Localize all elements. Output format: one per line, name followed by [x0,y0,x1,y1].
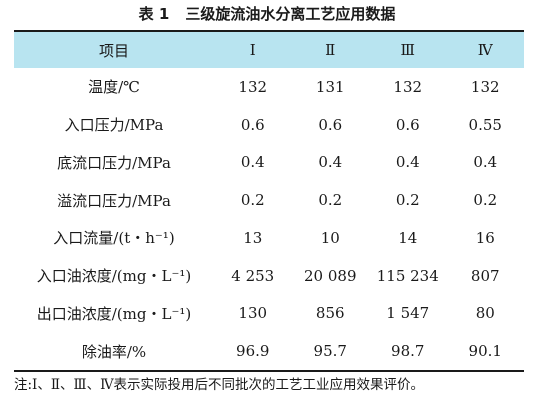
table-cell: 0.2 [240,191,265,210]
table-cell: 0.4 [395,153,420,172]
table-row: 溢流口压力/MPa 0.2 0.2 0.2 0.2 [14,181,524,219]
table-cell: 90.1 [468,342,502,361]
table-row: 除油率/% 96.9 95.7 98.7 90.1 [14,332,524,370]
table-cell: 20 089 [304,266,357,285]
header-cell-item: 项目 [98,41,129,60]
table-cell: 0.55 [468,115,502,134]
table-cell: 807 [470,266,500,285]
table-row: 出口油浓度/(mg・L⁻¹) 130 856 1 547 80 [14,295,524,333]
table-cell: 0.6 [240,115,265,134]
header-cell-batch-3: Ⅲ [400,41,415,59]
table-cell: 0.2 [395,191,420,210]
table-cell: 16 [475,228,495,247]
table-number: 表 1 [138,5,170,23]
header-cell-batch-4: Ⅳ [477,41,493,59]
table-cell: 80 [475,304,495,323]
header-cell-batch-2: Ⅱ [325,41,336,59]
table-cell: 1 547 [386,304,430,323]
table-cell: 4 253 [231,266,275,285]
row-label: 入口油浓度/(mg・L⁻¹) [36,267,192,286]
table-cell: 95.7 [313,342,347,361]
table-bottom-rule [14,370,524,372]
table-cell: 96.9 [236,342,270,361]
header-cell-batch-1: Ⅰ [249,41,256,59]
table-cell: 0.2 [318,191,343,210]
table-cell: 0.6 [395,115,420,134]
row-label: 出口油浓度/(mg・L⁻¹) [36,304,192,323]
table-caption: 表 1 三级旋流油水分离工艺应用数据 [0,4,534,24]
table-cell: 98.7 [391,342,425,361]
table-header-row: 项目 Ⅰ Ⅱ Ⅲ Ⅳ [14,32,524,68]
table-cell: 10 [320,228,340,247]
data-table: 项目 Ⅰ Ⅱ Ⅲ Ⅳ 温度/℃ 132 131 132 132 入口压力/MPa… [14,32,524,370]
table-note: 注:Ⅰ、Ⅱ、Ⅲ、Ⅳ表示实际投用后不同批次的工艺工业应用效果评价。 [14,377,425,393]
table-cell: 132 [238,77,268,96]
table-row: 入口流量/(t・h⁻¹) 13 10 14 16 [14,219,524,257]
table-cell: 0.2 [473,191,498,210]
table-row: 底流口压力/MPa 0.4 0.4 0.4 0.4 [14,144,524,182]
table-cell: 14 [398,228,418,247]
table-cell: 13 [243,228,263,247]
table-row: 温度/℃ 132 131 132 132 [14,68,524,106]
row-label: 溢流口压力/MPa [57,191,171,210]
table-cell: 0.4 [473,153,498,172]
table-cell: 856 [315,304,345,323]
table-cell: 132 [393,77,423,96]
table-row: 入口油浓度/(mg・L⁻¹) 4 253 20 089 115 234 807 [14,257,524,295]
table-cell: 115 234 [376,266,439,285]
row-label: 除油率/% [81,342,147,361]
table-top-rule [14,30,524,32]
row-label: 入口压力/MPa [64,116,164,135]
row-label: 入口流量/(t・h⁻¹) [53,229,175,248]
table-cell: 0.6 [318,115,343,134]
table-cell: 0.4 [240,153,265,172]
table-cell: 130 [238,304,268,323]
table-title: 三级旋流油水分离工艺应用数据 [185,5,396,23]
row-label: 温度/℃ [88,78,140,97]
row-label: 底流口压力/MPa [57,153,171,172]
table-row: 入口压力/MPa 0.6 0.6 0.6 0.55 [14,106,524,144]
table-cell: 132 [470,77,500,96]
table-cell: 131 [315,77,345,96]
table-cell: 0.4 [318,153,343,172]
